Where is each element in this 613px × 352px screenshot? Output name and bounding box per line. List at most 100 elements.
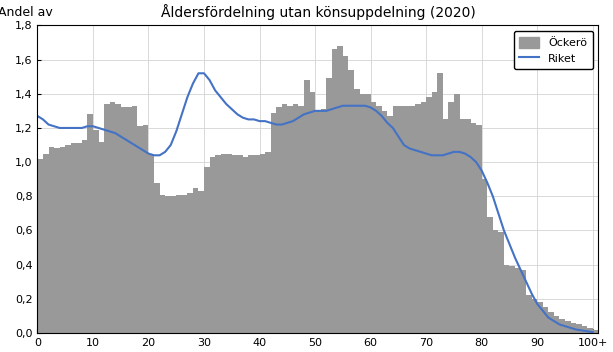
Bar [348, 70, 354, 333]
Bar [265, 152, 271, 333]
Bar [293, 104, 299, 333]
Bar [43, 153, 48, 333]
Text: Andel av: Andel av [0, 6, 53, 19]
Bar [337, 46, 343, 333]
Bar [276, 107, 282, 333]
Bar [154, 183, 159, 333]
Bar [282, 104, 287, 333]
Bar [59, 147, 65, 333]
Bar [426, 97, 432, 333]
Bar [432, 92, 437, 333]
Bar [226, 153, 232, 333]
Bar [515, 268, 520, 333]
Bar [493, 231, 498, 333]
Bar [365, 94, 371, 333]
Bar [354, 89, 360, 333]
Bar [482, 179, 487, 333]
Bar [48, 147, 54, 333]
Bar [571, 323, 576, 333]
Bar [193, 188, 199, 333]
Bar [299, 106, 304, 333]
Bar [415, 104, 421, 333]
Bar [221, 153, 226, 333]
Bar [259, 153, 265, 333]
Bar [177, 195, 182, 333]
Bar [126, 107, 132, 333]
Bar [93, 130, 99, 333]
Bar [554, 316, 560, 333]
Bar [132, 106, 137, 333]
Bar [310, 92, 315, 333]
Bar [487, 217, 493, 333]
Bar [509, 266, 515, 333]
Bar [460, 119, 465, 333]
Bar [565, 321, 571, 333]
Bar [37, 159, 43, 333]
Bar [215, 155, 221, 333]
Bar [576, 325, 582, 333]
Bar [232, 155, 237, 333]
Bar [210, 157, 215, 333]
Bar [65, 145, 70, 333]
Bar [421, 102, 426, 333]
Bar [382, 111, 387, 333]
Bar [343, 56, 348, 333]
Bar [531, 299, 537, 333]
Bar [304, 80, 310, 333]
Bar [398, 106, 404, 333]
Bar [587, 328, 593, 333]
Bar [543, 307, 549, 333]
Bar [443, 119, 448, 333]
Bar [148, 153, 154, 333]
Bar [165, 196, 170, 333]
Bar [387, 116, 393, 333]
Bar [143, 125, 148, 333]
Bar [121, 107, 126, 333]
Bar [170, 196, 177, 333]
Bar [243, 157, 248, 333]
Bar [254, 155, 259, 333]
Bar [321, 109, 326, 333]
Title: Åldersfördelning utan könsuppdelning (2020): Åldersfördelning utan könsuppdelning (20… [161, 4, 475, 20]
Bar [70, 143, 76, 333]
Bar [237, 155, 243, 333]
Bar [199, 191, 204, 333]
Bar [54, 149, 59, 333]
Bar [188, 193, 193, 333]
Bar [376, 106, 382, 333]
Bar [393, 106, 398, 333]
Bar [287, 106, 293, 333]
Bar [454, 94, 460, 333]
Bar [88, 114, 93, 333]
Bar [593, 329, 598, 333]
Bar [204, 167, 210, 333]
Bar [110, 102, 115, 333]
Bar [437, 73, 443, 333]
Bar [115, 104, 121, 333]
Bar [465, 119, 471, 333]
Bar [498, 232, 504, 333]
Bar [404, 106, 409, 333]
Bar [332, 49, 337, 333]
Bar [537, 302, 543, 333]
Bar [448, 102, 454, 333]
Bar [159, 195, 165, 333]
Bar [248, 155, 254, 333]
Bar [99, 142, 104, 333]
Bar [476, 125, 482, 333]
Bar [326, 78, 332, 333]
Legend: Öckerö, Riket: Öckerö, Riket [514, 31, 593, 69]
Bar [315, 111, 321, 333]
Bar [504, 265, 509, 333]
Bar [104, 104, 110, 333]
Bar [549, 313, 554, 333]
Bar [360, 94, 365, 333]
Bar [76, 143, 82, 333]
Bar [582, 326, 587, 333]
Bar [182, 195, 188, 333]
Bar [409, 106, 415, 333]
Bar [471, 123, 476, 333]
Bar [526, 295, 531, 333]
Bar [371, 102, 376, 333]
Bar [137, 126, 143, 333]
